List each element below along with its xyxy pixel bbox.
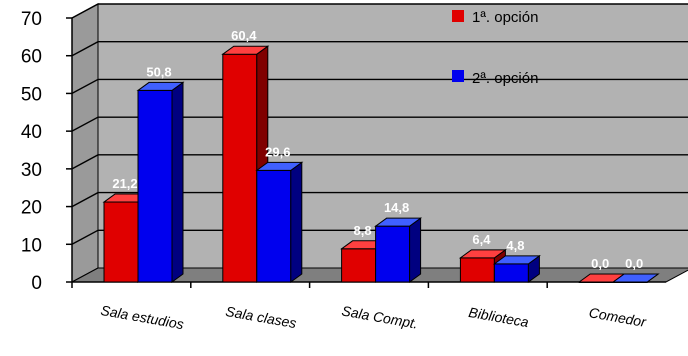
y-tick-label: 40 <box>21 122 42 143</box>
bar-series-2 <box>255 161 304 283</box>
bar-front <box>341 248 377 283</box>
bar-side <box>171 81 184 283</box>
bar-side <box>290 161 303 283</box>
bars <box>102 45 660 283</box>
data-label: 14,8 <box>384 200 409 215</box>
bar-top <box>221 45 270 55</box>
legend-label-series-1: 1ª. opción <box>472 9 538 26</box>
bar-series-2 <box>492 254 541 283</box>
side-wall <box>71 3 99 283</box>
gridline <box>71 191 688 208</box>
bar-front <box>375 225 411 283</box>
y-tick-label: 0 <box>31 273 42 294</box>
x-tick-label: Comedor <box>588 304 649 330</box>
data-label: 4,8 <box>506 238 524 253</box>
y-tick-label: 70 <box>21 9 42 30</box>
bar-front <box>103 201 139 283</box>
x-tick-label: Sala clases <box>224 303 297 331</box>
x-tick-label: Sala estudios <box>99 302 185 332</box>
bar-series-2 <box>136 81 185 283</box>
legend-label-series-2: 2ª. opción <box>472 70 538 87</box>
data-labels: 21,2 50,8 60,4 29,6 8,8 14,8 6,4 4,8 0,0 0,0 <box>112 28 643 271</box>
bar-top <box>374 217 423 227</box>
x-tick-label: Sala Compt. <box>341 303 420 332</box>
data-label: 50,8 <box>146 64 171 79</box>
bar-top <box>136 81 185 91</box>
data-label: 60,4 <box>231 28 257 43</box>
gridline <box>71 116 688 132</box>
bar-top <box>492 255 541 265</box>
bar-front <box>493 263 529 283</box>
gridline <box>71 78 688 95</box>
legend-swatch-series-2 <box>452 70 464 82</box>
gridline <box>71 41 688 57</box>
y-tick-label: 30 <box>21 160 42 181</box>
bar-top <box>458 249 507 259</box>
data-label: 6,4 <box>472 232 491 247</box>
x-tick-label: Biblioteca <box>467 304 530 330</box>
gridline <box>71 229 688 245</box>
bar-front <box>137 89 173 283</box>
data-label: 0,0 <box>591 256 609 271</box>
bar-front <box>222 53 258 283</box>
legend-swatch-series-1 <box>452 10 464 22</box>
gridline <box>71 154 688 170</box>
bar-side <box>409 217 422 283</box>
gridlines <box>71 3 688 245</box>
data-label: 29,6 <box>265 144 290 159</box>
bar-series-2 <box>611 273 660 283</box>
data-label: 8,8 <box>354 223 372 238</box>
bar-front <box>459 257 495 283</box>
bar-top <box>255 161 304 171</box>
bar-series-2 <box>374 217 423 283</box>
bar-front <box>256 169 292 283</box>
x-axis-ticks: Sala estudios Sala clases Sala Compt. Bibli… <box>71 282 649 332</box>
bar-series-1 <box>458 248 507 283</box>
y-tick-label: 50 <box>21 84 42 105</box>
data-label: 0,0 <box>625 256 643 271</box>
bar-top <box>611 273 660 283</box>
gridline <box>71 3 688 19</box>
y-tick-label: 60 <box>21 47 42 68</box>
legend: 1ª. opción 2ª. opción <box>452 9 538 87</box>
y-tick-label: 20 <box>21 198 42 219</box>
y-axis-ticks: 0 10 20 30 40 50 60 70 <box>21 9 72 294</box>
data-label: 21,2 <box>112 176 137 191</box>
y-tick-label: 10 <box>21 235 42 256</box>
